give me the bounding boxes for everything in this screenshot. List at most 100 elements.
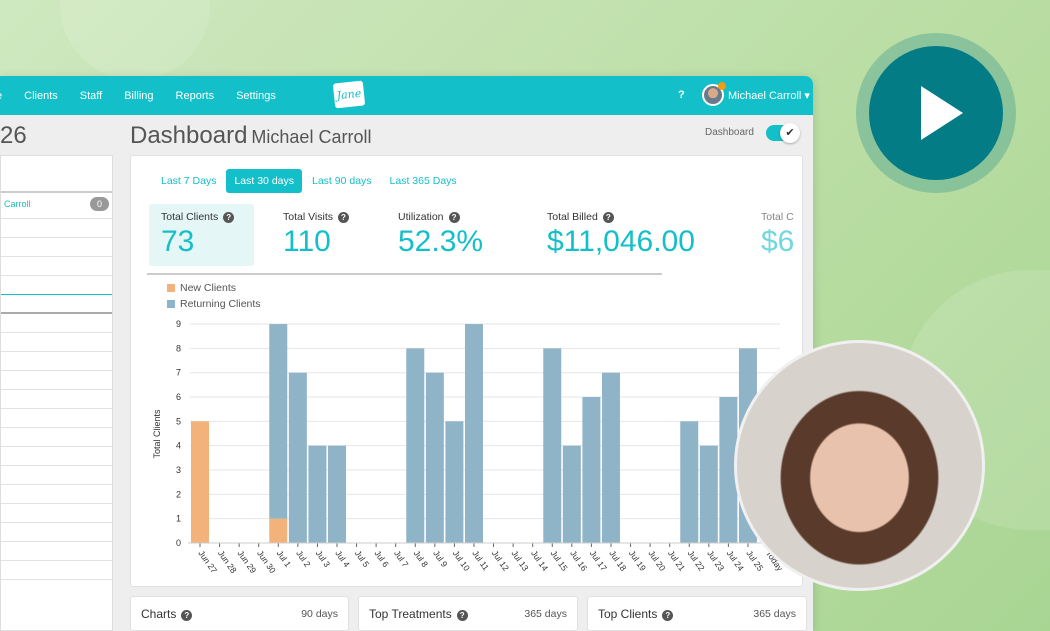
- legend-returning: Returning Clients: [167, 296, 261, 312]
- page-title: Dashboard Michael Carroll: [130, 122, 372, 149]
- x-tick-label: Jul 19: [627, 548, 648, 573]
- check-icon: ✔: [780, 123, 800, 143]
- y-tick-label: 4: [176, 441, 181, 451]
- x-tick-label: Jun 28: [216, 548, 239, 575]
- x-tick-label: Jul 16: [568, 548, 589, 573]
- x-tick-label: Jul 21: [666, 548, 687, 573]
- x-tick-label: Jul 8: [412, 548, 431, 569]
- tab-last-365-days[interactable]: Last 365 Days: [389, 175, 457, 187]
- presenter-video: [734, 340, 985, 591]
- x-tick-label: Jul 20: [646, 548, 667, 573]
- stat-utilization[interactable]: Utilization? 52.3%: [398, 211, 484, 258]
- bar-returning: [406, 348, 425, 543]
- dashboard-toggle[interactable]: ✔: [766, 123, 800, 143]
- avatar[interactable]: [702, 82, 726, 106]
- notification-dot: [718, 82, 726, 90]
- bar-new: [191, 421, 209, 543]
- y-tick-label: 3: [176, 465, 181, 475]
- x-tick-label: Jul 5: [353, 548, 372, 569]
- help-icon[interactable]: ?: [181, 610, 193, 621]
- stat-total-partial[interactable]: Total C $6: [761, 211, 795, 258]
- help-icon[interactable]: ?: [223, 212, 235, 223]
- help-icon[interactable]: ?: [448, 212, 460, 223]
- x-tick-label: Jun 27: [196, 548, 219, 575]
- x-tick-label: Jun 29: [236, 548, 259, 575]
- x-tick-label: Jul 12: [490, 548, 511, 573]
- help-icon[interactable]: ?: [456, 610, 468, 621]
- play-icon: [921, 86, 963, 140]
- bar-returning: [425, 372, 444, 543]
- x-tick-label: Jul 3: [314, 548, 333, 569]
- bar-returning: [562, 445, 581, 543]
- panel-charts: Charts? 90 days: [130, 596, 349, 631]
- bar-returning: [269, 324, 288, 519]
- list-item[interactable]: Carroll 0: [1, 193, 112, 219]
- x-tick-label: Jul 7: [392, 548, 411, 569]
- user-menu[interactable]: Michael Carroll ▾: [728, 90, 810, 102]
- panel-top-treatments: Top Treatments? 365 days: [358, 596, 578, 631]
- x-tick-label: Jul 14: [529, 548, 550, 573]
- play-button[interactable]: [856, 33, 1016, 193]
- top-nav: e Clients Staff Billing Reports Settings…: [0, 76, 813, 115]
- x-tick-label: Jul 9: [431, 548, 450, 569]
- x-tick-label: Jul 11: [470, 548, 491, 572]
- bar-returning: [327, 445, 346, 543]
- bar-returning: [543, 348, 562, 543]
- x-tick-label: Jul 4: [333, 548, 352, 569]
- x-tick-label: Jul 22: [686, 548, 707, 573]
- range-tabs: Last 7 Days Last 30 days Last 90 days La…: [153, 169, 467, 193]
- bar-returning: [288, 372, 307, 543]
- help-icon[interactable]: ?: [602, 212, 614, 223]
- help-icon[interactable]: ?: [338, 212, 349, 223]
- stat-total-billed[interactable]: Total Billed? $11,046.00: [547, 211, 695, 258]
- nav-staff[interactable]: Staff: [79, 89, 103, 102]
- bar-returning: [464, 324, 483, 543]
- x-tick-label: Jul 17: [588, 548, 609, 573]
- y-tick-label: 1: [176, 514, 181, 524]
- stat-total-clients[interactable]: Total Clients? 73: [149, 204, 254, 266]
- left-title: 26: [0, 122, 27, 149]
- help-icon[interactable]: ?: [678, 89, 685, 101]
- x-tick-label: Jul 23: [705, 548, 726, 573]
- y-tick-label: 8: [176, 343, 181, 353]
- x-tick-label: Jul 15: [549, 548, 570, 573]
- y-tick-label: 6: [176, 392, 181, 402]
- bar-new: [269, 518, 288, 543]
- row-name: Carroll: [4, 199, 31, 209]
- x-tick-label: Jul 2: [294, 548, 313, 569]
- x-tick-label: Jul 18: [607, 548, 628, 573]
- stat-total-visits[interactable]: Total Visits? 110: [271, 204, 361, 266]
- y-tick-label: 2: [176, 489, 181, 499]
- y-axis-label: Total Clients: [152, 409, 162, 459]
- tab-last-90-days[interactable]: Last 90 days: [312, 175, 372, 187]
- page-subtitle: Michael Carroll: [251, 127, 372, 147]
- left-panel: Carroll 0: [0, 155, 113, 631]
- y-tick-label: 0: [176, 538, 181, 548]
- bar-returning: [308, 445, 327, 543]
- nav-reports[interactable]: Reports: [175, 89, 215, 102]
- x-tick-label: Jul 1: [275, 548, 294, 569]
- dashboard-toggle-label: Dashboard: [705, 127, 754, 138]
- y-tick-label: 9: [176, 319, 181, 329]
- y-tick-label: 5: [176, 416, 181, 426]
- x-tick-label: Jul 10: [451, 548, 472, 573]
- bar-returning: [699, 445, 718, 543]
- chart-legend: New Clients Returning Clients: [167, 280, 261, 312]
- nav-item[interactable]: e: [0, 90, 2, 102]
- nav-clients[interactable]: Clients: [24, 89, 58, 102]
- help-icon[interactable]: ?: [662, 610, 674, 621]
- bar-returning: [582, 397, 601, 543]
- tab-last-7-days[interactable]: Last 7 Days: [161, 175, 217, 187]
- y-tick-label: 7: [176, 368, 181, 378]
- bar-returning: [601, 372, 620, 543]
- tab-last-30-days[interactable]: Last 30 days: [226, 169, 302, 193]
- x-tick-label: Jul 6: [372, 548, 391, 569]
- nav-settings[interactable]: Settings: [236, 89, 276, 102]
- legend-new: New Clients: [167, 280, 261, 296]
- divider: [147, 273, 662, 275]
- bar-returning: [719, 397, 738, 543]
- nav-billing[interactable]: Billing: [124, 89, 154, 102]
- panel-top-clients: Top Clients? 365 days: [587, 596, 807, 631]
- x-tick-label: Jul 25: [744, 548, 765, 573]
